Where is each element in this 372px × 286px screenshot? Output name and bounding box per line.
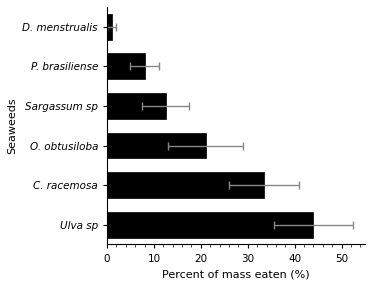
Bar: [107, 133, 206, 158]
Y-axis label: Seaweeds: Seaweeds: [7, 98, 17, 154]
Bar: [107, 93, 166, 119]
X-axis label: Percent of mass eaten (%): Percent of mass eaten (%): [162, 269, 310, 279]
Bar: [107, 172, 264, 198]
Bar: [107, 53, 145, 79]
Bar: [107, 212, 314, 238]
Bar: [107, 14, 112, 39]
